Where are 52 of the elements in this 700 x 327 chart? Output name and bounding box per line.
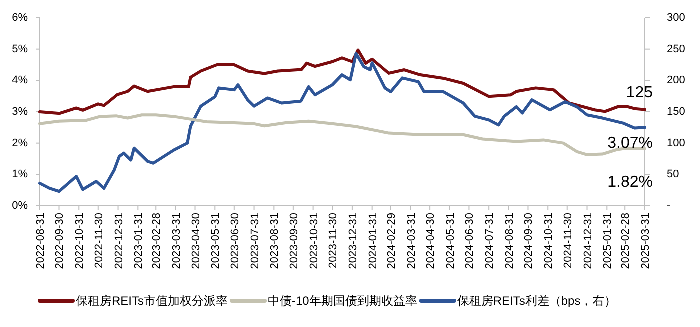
x-tick-label: 2023-04-30: [190, 213, 202, 270]
y2-tick-label: 50: [667, 168, 680, 181]
x-tick-label: 2025-03-31: [640, 213, 652, 270]
x-tick-label: 2023-06-30: [229, 213, 242, 270]
annotation: 3.07%: [608, 134, 653, 152]
x-tick-label: 2024-12-31: [582, 213, 594, 270]
legend-label: 保租房REITs利差（bps，右）: [457, 294, 617, 308]
x-tick-label: 2024-03-31: [406, 213, 418, 270]
x-tick-label: 2023-03-31: [171, 213, 184, 270]
x-tick-label: 2023-10-31: [308, 213, 320, 270]
x-tick-label: 2025-02-28: [620, 213, 632, 270]
x-tick-label: 2024-08-31: [504, 213, 516, 270]
x-tick-label: 2024-09-30: [523, 213, 536, 270]
x-tick-label: 2024-06-30: [464, 213, 476, 270]
y-tick-label: 4%: [12, 74, 28, 87]
y2-tick-label: 100: [667, 137, 686, 150]
y-tick-label: 3%: [12, 106, 28, 118]
x-tick-label: 2024-02-29: [386, 213, 398, 270]
y-tick-label: 5%: [12, 43, 28, 56]
legend-label: 保租房REITs市值加权分派率: [76, 294, 228, 308]
x-tick-label: 2023-02-28: [151, 213, 164, 270]
x-tick-label: 2024-05-31: [444, 213, 457, 270]
y-tick-label: 1%: [12, 168, 28, 181]
x-tick-label: 2022-08-31: [35, 213, 47, 270]
x-tick-label: 2023-01-31: [133, 213, 146, 270]
y-tick-label: 6%: [12, 12, 28, 24]
x-tick-label: 2023-07-31: [249, 213, 262, 270]
x-tick-label: 2023-11-30: [328, 213, 340, 268]
x-tick-label: 2023-09-30: [288, 213, 300, 270]
x-tick-label: 2022-11-30: [93, 213, 106, 268]
x-tick-label: 2024-07-31: [484, 213, 496, 270]
legend-label: 中债-10年期国债到期收益率: [268, 294, 418, 308]
y-tick-label: 0%: [12, 200, 28, 212]
x-tick-label: 2023-05-31: [210, 213, 222, 270]
y2-tick-label: 300: [667, 12, 686, 24]
annotation: 1.82%: [608, 174, 653, 191]
x-tick-label: 2023-08-31: [269, 213, 282, 270]
x-tick-label: 2024-04-30: [425, 213, 438, 270]
y-tick-label: 2%: [12, 137, 28, 150]
x-tick-label: 2024-01-31: [367, 213, 380, 270]
y2-tick-label: 150: [667, 106, 686, 118]
y2-tick-label: -: [667, 200, 671, 212]
x-tick-label: 2022-12-31: [113, 213, 126, 270]
x-tick-label: 2022-10-31: [74, 213, 86, 270]
annotation: 125: [626, 84, 654, 102]
y2-tick-label: 200: [667, 74, 686, 87]
x-tick-label: 2022-09-30: [54, 213, 66, 270]
x-tick-label: 2024-11-30: [562, 213, 574, 268]
x-tick-label: 2024-10-31: [543, 213, 556, 270]
x-tick-label: 2025-01-31: [602, 213, 614, 270]
x-tick-label: 2023-12-31: [347, 213, 360, 270]
y2-tick-label: 250: [667, 43, 686, 56]
